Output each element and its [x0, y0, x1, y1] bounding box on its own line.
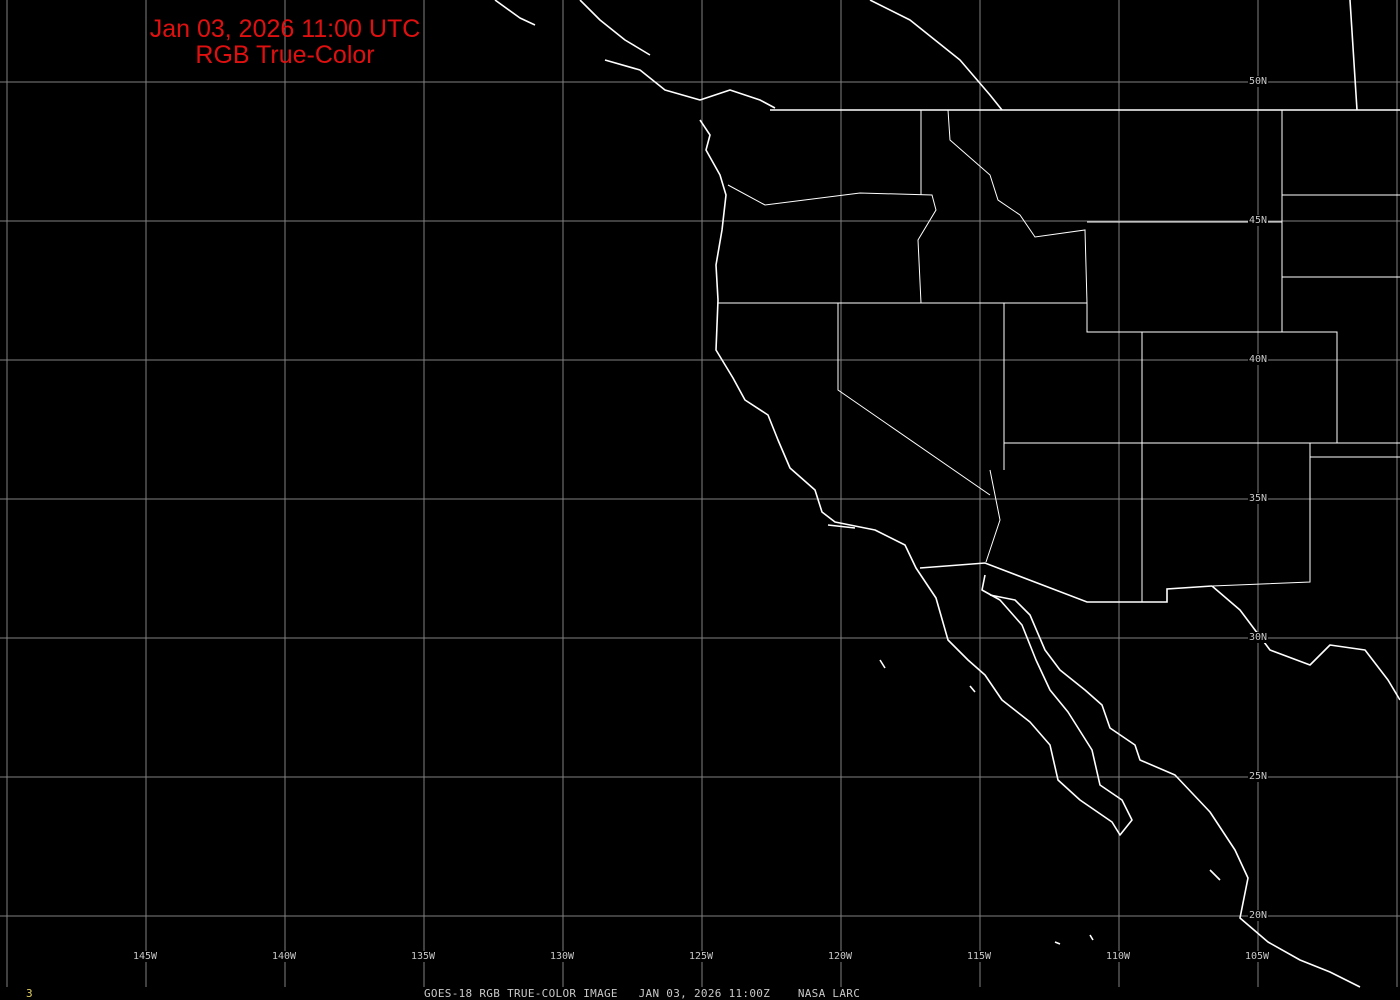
longitude-label: 115W — [966, 951, 993, 962]
wa-or-border — [727, 184, 937, 304]
longitude-label: 140W — [271, 951, 298, 962]
latitude-label: 20N — [1248, 910, 1269, 921]
latitude-label: 35N — [1248, 493, 1269, 504]
longitude-label: 105W — [1244, 951, 1271, 962]
az-ca-border — [985, 469, 1001, 563]
title-product: RGB True-Color — [195, 41, 375, 69]
island-channel — [827, 524, 1221, 945]
longitude-label: 110W — [1105, 951, 1132, 962]
coastline-bc — [494, 0, 1358, 111]
latitude-label: 40N — [1248, 354, 1269, 365]
dakota-borders — [1282, 194, 1400, 278]
latitude-label: 25N — [1248, 771, 1269, 782]
coastline-gulf-california-east — [989, 594, 1361, 988]
political-borders — [718, 109, 1400, 603]
longitude-label: 125W — [688, 951, 715, 962]
ut-co-borders — [1086, 303, 1338, 602]
coastlines — [494, 0, 1400, 988]
coastline-us-west — [604, 59, 1133, 836]
coastline-mexico-north — [1211, 585, 1400, 701]
longitude-label: 135W — [410, 951, 437, 962]
longitude-label: 145W — [132, 951, 159, 962]
image-caption: GOES-18 RGB TRUE-COLOR IMAGE JAN 03, 202… — [424, 987, 861, 1000]
title-datetime: Jan 03, 2026 11:00 UTC — [149, 15, 421, 43]
longitude-label: 130W — [549, 951, 576, 962]
az-nm-borders — [1004, 442, 1400, 587]
latitude-label: 30N — [1248, 632, 1269, 643]
latitude-label: 50N — [1248, 76, 1269, 87]
ca-nv-border — [837, 303, 991, 496]
longitude-label: 120W — [827, 951, 854, 962]
latitude-label: 45N — [1248, 215, 1269, 226]
us-mexico-border — [919, 562, 1213, 603]
id-mt-border — [947, 109, 1088, 304]
frame-number: 3 — [26, 987, 33, 1000]
